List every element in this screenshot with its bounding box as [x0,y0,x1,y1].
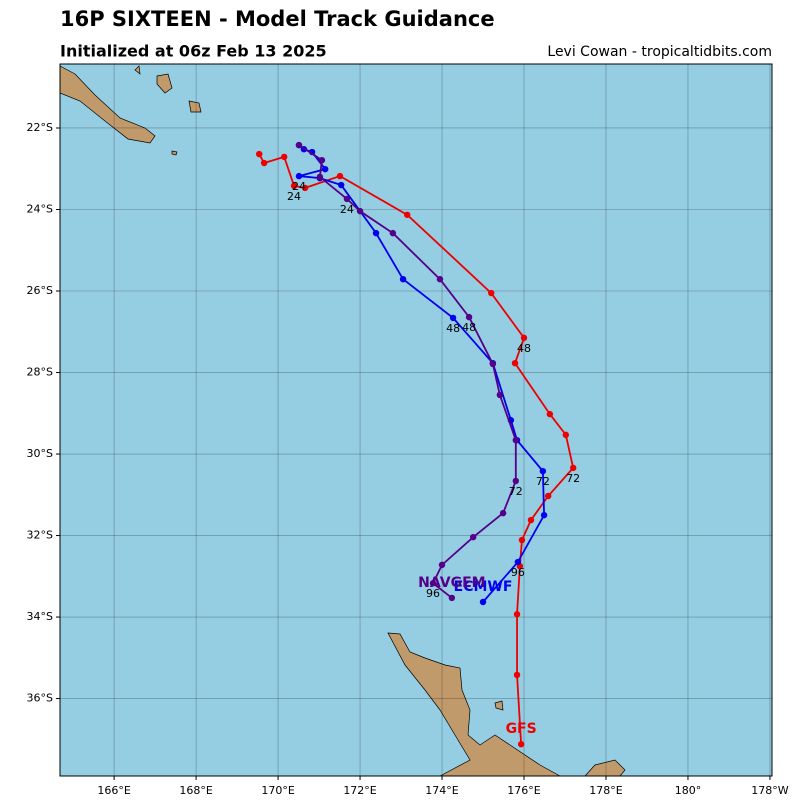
track-point [513,671,521,679]
track-point [290,182,298,190]
track-point [527,516,535,524]
hour-label: 72 [536,475,550,488]
island [134,65,141,75]
track-point [260,159,268,167]
model-label: GFS [506,721,537,737]
track-point [438,561,446,569]
track-point [316,173,324,181]
track-point [448,594,456,602]
track-point [449,314,457,322]
track-point [518,536,526,544]
track-point [322,165,329,173]
track-point [544,492,552,500]
x-tick-label: 170°E [261,784,294,797]
track-point [569,464,577,472]
track-point [343,195,351,203]
chart-subtitle: Initialized at 06z Feb 13 2025 [60,42,327,61]
track-point [318,156,326,164]
island [494,700,504,711]
track-point [517,741,525,748]
track-point [489,360,497,368]
x-tick-label: 174°E [425,784,458,797]
model-label: NAVGEM [418,575,485,591]
model-label: ECMWF [454,579,513,595]
new-zealand [387,632,561,776]
hour-label: 72 [566,472,580,485]
x-tick-label: 166°E [97,784,130,797]
hour-label: 24 [340,203,354,216]
x-tick-label: 178°E [589,784,622,797]
hour-label: 96 [426,587,440,600]
track-point [512,477,520,485]
track-point [512,436,520,444]
hour-label: 24 [287,190,301,203]
track-point [389,229,397,237]
track-point [436,275,444,283]
x-tick-label: 172°E [343,784,376,797]
y-tick-label: 22°S [27,121,53,134]
east-cape [584,759,626,776]
track-point [479,598,487,606]
track-point [256,150,263,158]
credit: Levi Cowan - tropicaltidbits.com [547,44,772,60]
track-point [469,533,477,541]
track-point [511,359,519,367]
island [188,100,202,113]
x-tick-label: 180° [675,784,702,797]
y-tick-label: 34°S [27,610,53,623]
y-tick-label: 26°S [27,284,53,297]
track-point [403,211,411,218]
x-tick-label: 178°W [751,784,788,797]
track-point [499,509,507,517]
island [171,150,178,156]
track-point [337,181,345,189]
track-point [429,580,437,587]
track-point [539,467,547,475]
track-point [562,431,570,439]
track-point [336,172,344,180]
y-tick-label: 24°S [27,202,53,215]
frame [59,63,773,777]
track-point [540,511,548,519]
y-tick-label: 28°S [27,366,53,379]
track-point [372,229,380,237]
island [156,73,173,94]
track-point [295,172,303,180]
land [60,65,626,776]
track-point [546,410,554,418]
chart-title: 16P SIXTEEN - Model Track Guidance [60,7,495,31]
track-point [465,313,473,321]
track-point [513,611,521,618]
track-point [514,558,522,566]
hour-label: 96 [511,566,525,579]
track-point [356,207,364,215]
new-caledonia [60,65,156,144]
hour-label: 48 [517,342,531,355]
hour-label: 48 [446,322,460,335]
track-point [281,153,288,161]
track-point [301,184,309,192]
track-point [496,391,504,399]
track-point [295,141,303,149]
x-tick-label: 168°E [179,784,212,797]
hour-label: 72 [509,485,523,498]
y-tick-label: 36°S [27,692,53,705]
track-point [488,289,495,297]
hour-label: 24 [292,180,306,193]
y-tick-label: 32°S [27,529,53,542]
track-point [520,334,528,342]
track-point [399,275,407,283]
x-tick-label: 176°E [507,784,540,797]
hour-label: 48 [462,321,476,334]
y-tick-label: 30°S [27,447,53,460]
